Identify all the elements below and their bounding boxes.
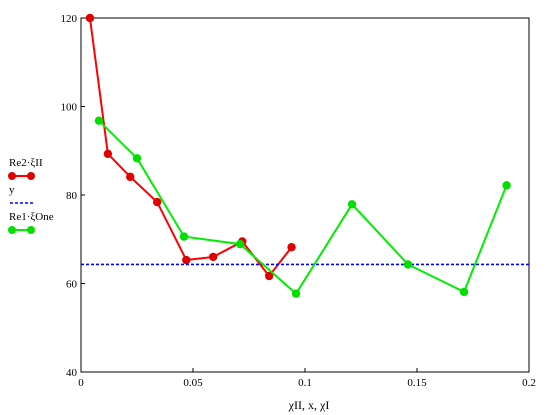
x-axis-label: χII, x, χI <box>288 398 330 412</box>
data-point <box>132 154 142 163</box>
x-tick-label: 0.1 <box>298 377 312 389</box>
axis-ticks: 40 60 80 100 120 0 0.05 0.1 0.15 0.2 <box>61 13 536 389</box>
series-2 <box>94 116 511 298</box>
legend-label: Re1·ξOne <box>9 211 54 223</box>
data-point <box>152 197 162 207</box>
y-tick-label: 120 <box>61 13 78 25</box>
y-tick-label: 80 <box>66 190 78 202</box>
data-point <box>264 271 274 281</box>
legend-label: Re2·ξII <box>9 157 43 169</box>
x-tick-label: 0.2 <box>522 377 536 389</box>
x-tick-label: 0.15 <box>407 377 427 389</box>
x-tick-label: 0.05 <box>183 377 203 389</box>
data-point <box>403 260 413 269</box>
legend-marker <box>8 172 16 180</box>
legend-marker <box>8 226 16 234</box>
y-tick-label: 60 <box>66 279 78 291</box>
series-0 <box>85 13 296 281</box>
data-point <box>291 289 301 298</box>
data-point <box>94 116 104 125</box>
data-point <box>85 13 95 23</box>
data-point <box>235 239 245 249</box>
data-point <box>287 243 296 252</box>
data-point <box>459 287 469 297</box>
data-point <box>208 252 218 262</box>
data-point <box>103 149 113 159</box>
y-tick-label: 40 <box>66 367 78 379</box>
series-layer <box>81 13 529 298</box>
data-point <box>179 232 189 241</box>
data-point <box>347 200 357 209</box>
legend-marker <box>27 172 35 180</box>
legend-label: y <box>9 184 15 196</box>
data-point <box>182 255 191 265</box>
legend-marker <box>27 226 35 234</box>
x-tick-label: 0 <box>78 377 84 389</box>
data-point <box>126 172 135 182</box>
data-point <box>502 181 511 190</box>
legend: Re2·ξII y Re1·ξOne <box>8 157 54 234</box>
y-tick-label: 100 <box>61 102 78 114</box>
